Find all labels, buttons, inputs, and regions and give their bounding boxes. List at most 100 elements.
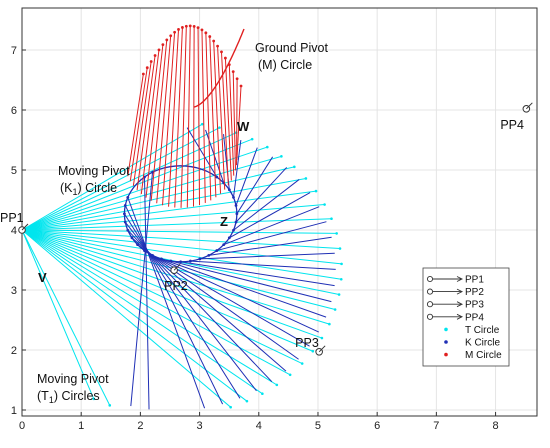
t-circle-link [21, 229, 341, 250]
k-circle-link [130, 172, 154, 407]
y-tick-label: 4 [11, 225, 17, 237]
k-circle-link [232, 139, 242, 198]
legend-label: K Circle [465, 338, 500, 349]
k-circle-link [180, 261, 335, 287]
x-tick-label: 6 [374, 420, 380, 432]
m-circle-link [213, 41, 222, 194]
m-circle-link [127, 73, 144, 177]
m-circle-point [212, 39, 216, 43]
m-circle-point [165, 38, 169, 42]
x-tick-label: 2 [137, 420, 143, 432]
t-circle-point [311, 349, 315, 353]
t-circle-point [337, 293, 341, 296]
legend-marker [426, 313, 434, 320]
m-circle-point [153, 54, 157, 57]
k-circle-link [190, 260, 336, 270]
legend-box [422, 267, 510, 367]
precision-point-label: PP4 [500, 118, 524, 132]
m-circle-link [150, 39, 168, 201]
legend-dot [444, 352, 448, 357]
precision-point-label: PP2 [164, 279, 188, 293]
t-circle-point [92, 397, 96, 401]
t-circle-point [293, 165, 296, 169]
m-circle-link [197, 27, 201, 206]
legend-arrow [456, 288, 464, 295]
k-circle-link [186, 127, 218, 178]
m-circle-point [192, 24, 196, 28]
m-circle-link [232, 71, 236, 171]
m-circle-link [205, 32, 212, 201]
k-circle-outline [123, 165, 238, 263]
m-circle-link [228, 64, 235, 176]
m-circle-point [235, 77, 239, 81]
k-circle-link [235, 167, 288, 223]
t-circle-point [338, 247, 342, 250]
t-circle-link [21, 229, 231, 408]
t-circle-point [328, 322, 331, 326]
t-circle-point [250, 137, 254, 141]
legend-marker [426, 275, 434, 283]
k-circle-link [208, 236, 332, 256]
k-circle-link [152, 254, 319, 333]
m-circle-point [184, 24, 188, 28]
m-circle-link [145, 44, 164, 198]
y-tick-label: 1 [11, 405, 17, 417]
precision-point-direction [318, 345, 326, 353]
k-circle-link [199, 252, 335, 260]
legend-arrow [456, 276, 464, 282]
m-circle-link [168, 29, 180, 207]
t-circle-point [200, 122, 204, 126]
t-circle-link [21, 166, 295, 231]
m-circle-link [186, 25, 191, 208]
k-circle-link [161, 258, 327, 318]
m-circle-link [162, 32, 176, 206]
k-circle-link [143, 177, 150, 410]
k-circle-link [235, 147, 258, 206]
m-circle-point [157, 48, 161, 52]
t-circle-point [218, 126, 221, 129]
t-circle-link [21, 229, 248, 402]
m-circle-links [127, 24, 245, 208]
m-circle-point [220, 50, 223, 54]
t-circle-link [21, 229, 330, 325]
x-tick-label: 8 [493, 420, 499, 432]
m-circle-link [236, 78, 238, 166]
t-circle-link [21, 204, 325, 231]
legend-arrow [456, 301, 464, 308]
t-circle-link [21, 229, 263, 395]
t-circle-link [21, 229, 291, 376]
moving-pivot-k-label-1: Moving Pivot [58, 164, 130, 178]
y-tick-label: 5 [11, 165, 17, 177]
y-tick-label: 6 [11, 105, 17, 117]
m-circle-point [216, 44, 219, 48]
legend-arrow [456, 313, 464, 320]
t-circle-point [340, 262, 343, 266]
t-circle-point [300, 362, 304, 365]
y-tick-label: 2 [11, 345, 17, 357]
precision-point-direction [173, 263, 181, 271]
t-circle-links [21, 122, 343, 409]
precision-point-label: PP1 [0, 211, 24, 225]
t-circle-point [275, 383, 279, 387]
t-circle-point [108, 404, 112, 407]
m-circle-point [231, 70, 235, 74]
t-circle-link [21, 218, 332, 231]
k-circle-link [223, 206, 320, 246]
k-circle-link [216, 221, 327, 252]
z-vector-label: Z [220, 214, 228, 229]
x-tick-label: 0 [19, 420, 25, 432]
t-circle-link [21, 229, 111, 406]
k-circle-link [124, 205, 224, 405]
x-tick-label: 3 [197, 420, 203, 432]
m-circle-link [201, 29, 206, 203]
y-axis-ticks: 1 2 3 4 5 6 7 [11, 45, 26, 417]
t-circle-link [21, 229, 342, 265]
t-circle-link [21, 127, 220, 231]
moving-pivot-t-label-2: (T1) Circles [37, 389, 100, 405]
m-circle-link [180, 26, 187, 208]
m-circle-point [145, 66, 149, 70]
t-circle-link [21, 177, 306, 231]
